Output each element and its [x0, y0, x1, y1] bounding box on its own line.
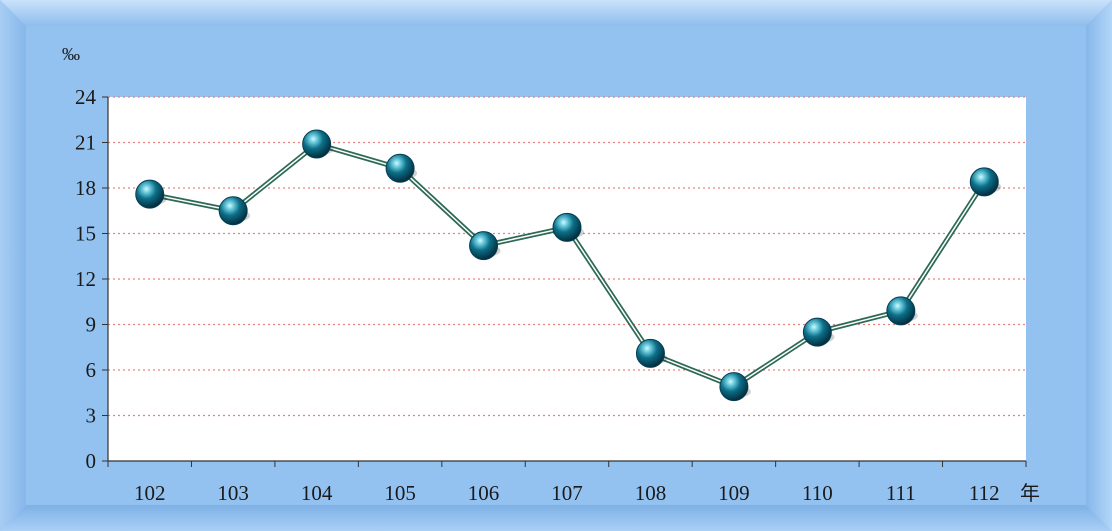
y-tick-label: 15	[75, 222, 96, 246]
y-tick-label: 24	[75, 85, 97, 109]
x-tick-label: 112	[969, 481, 1000, 505]
x-tick-label: 108	[635, 481, 667, 505]
y-tick-label: 9	[86, 313, 97, 337]
x-tick-label: 107	[551, 481, 583, 505]
x-unit-label: 年	[1020, 481, 1040, 505]
y-tick-label: 18	[75, 176, 96, 200]
data-point-marker	[385, 153, 415, 183]
data-point-marker	[802, 317, 832, 347]
series-markers	[135, 129, 1002, 402]
x-tick-label: 104	[301, 481, 333, 505]
gridlines	[108, 96, 1026, 417]
y-tick-label: 21	[75, 131, 96, 155]
y-unit-label: ‰	[62, 44, 80, 64]
y-tick-labels: 0 3 6 9 12 15 18 21 24	[75, 85, 97, 473]
data-point-marker	[218, 196, 248, 226]
x-tick-label: 111	[886, 481, 916, 505]
data-point-marker	[469, 231, 499, 261]
x-tick-label: 106	[468, 481, 500, 505]
data-point-marker	[886, 296, 916, 326]
data-point-marker	[719, 372, 749, 402]
data-point-marker	[552, 212, 582, 242]
y-tick-label: 6	[86, 358, 97, 382]
x-tick-label: 103	[217, 481, 249, 505]
x-tick-label: 109	[718, 481, 750, 505]
data-point-marker	[135, 179, 165, 209]
data-point-marker	[635, 338, 665, 368]
x-tick-label: 102	[134, 481, 166, 505]
x-tick-label: 110	[802, 481, 833, 505]
y-tick-label: 12	[75, 267, 96, 291]
y-tick-label: 0	[86, 449, 97, 473]
x-tick-labels: 102 103 104 105 106 107 108 109 110 111 112	[134, 481, 1000, 505]
data-point-marker	[969, 167, 999, 197]
axes	[102, 96, 1027, 467]
x-tick-label: 105	[384, 481, 416, 505]
y-tick-label: 3	[86, 404, 97, 428]
data-point-marker	[302, 129, 332, 159]
